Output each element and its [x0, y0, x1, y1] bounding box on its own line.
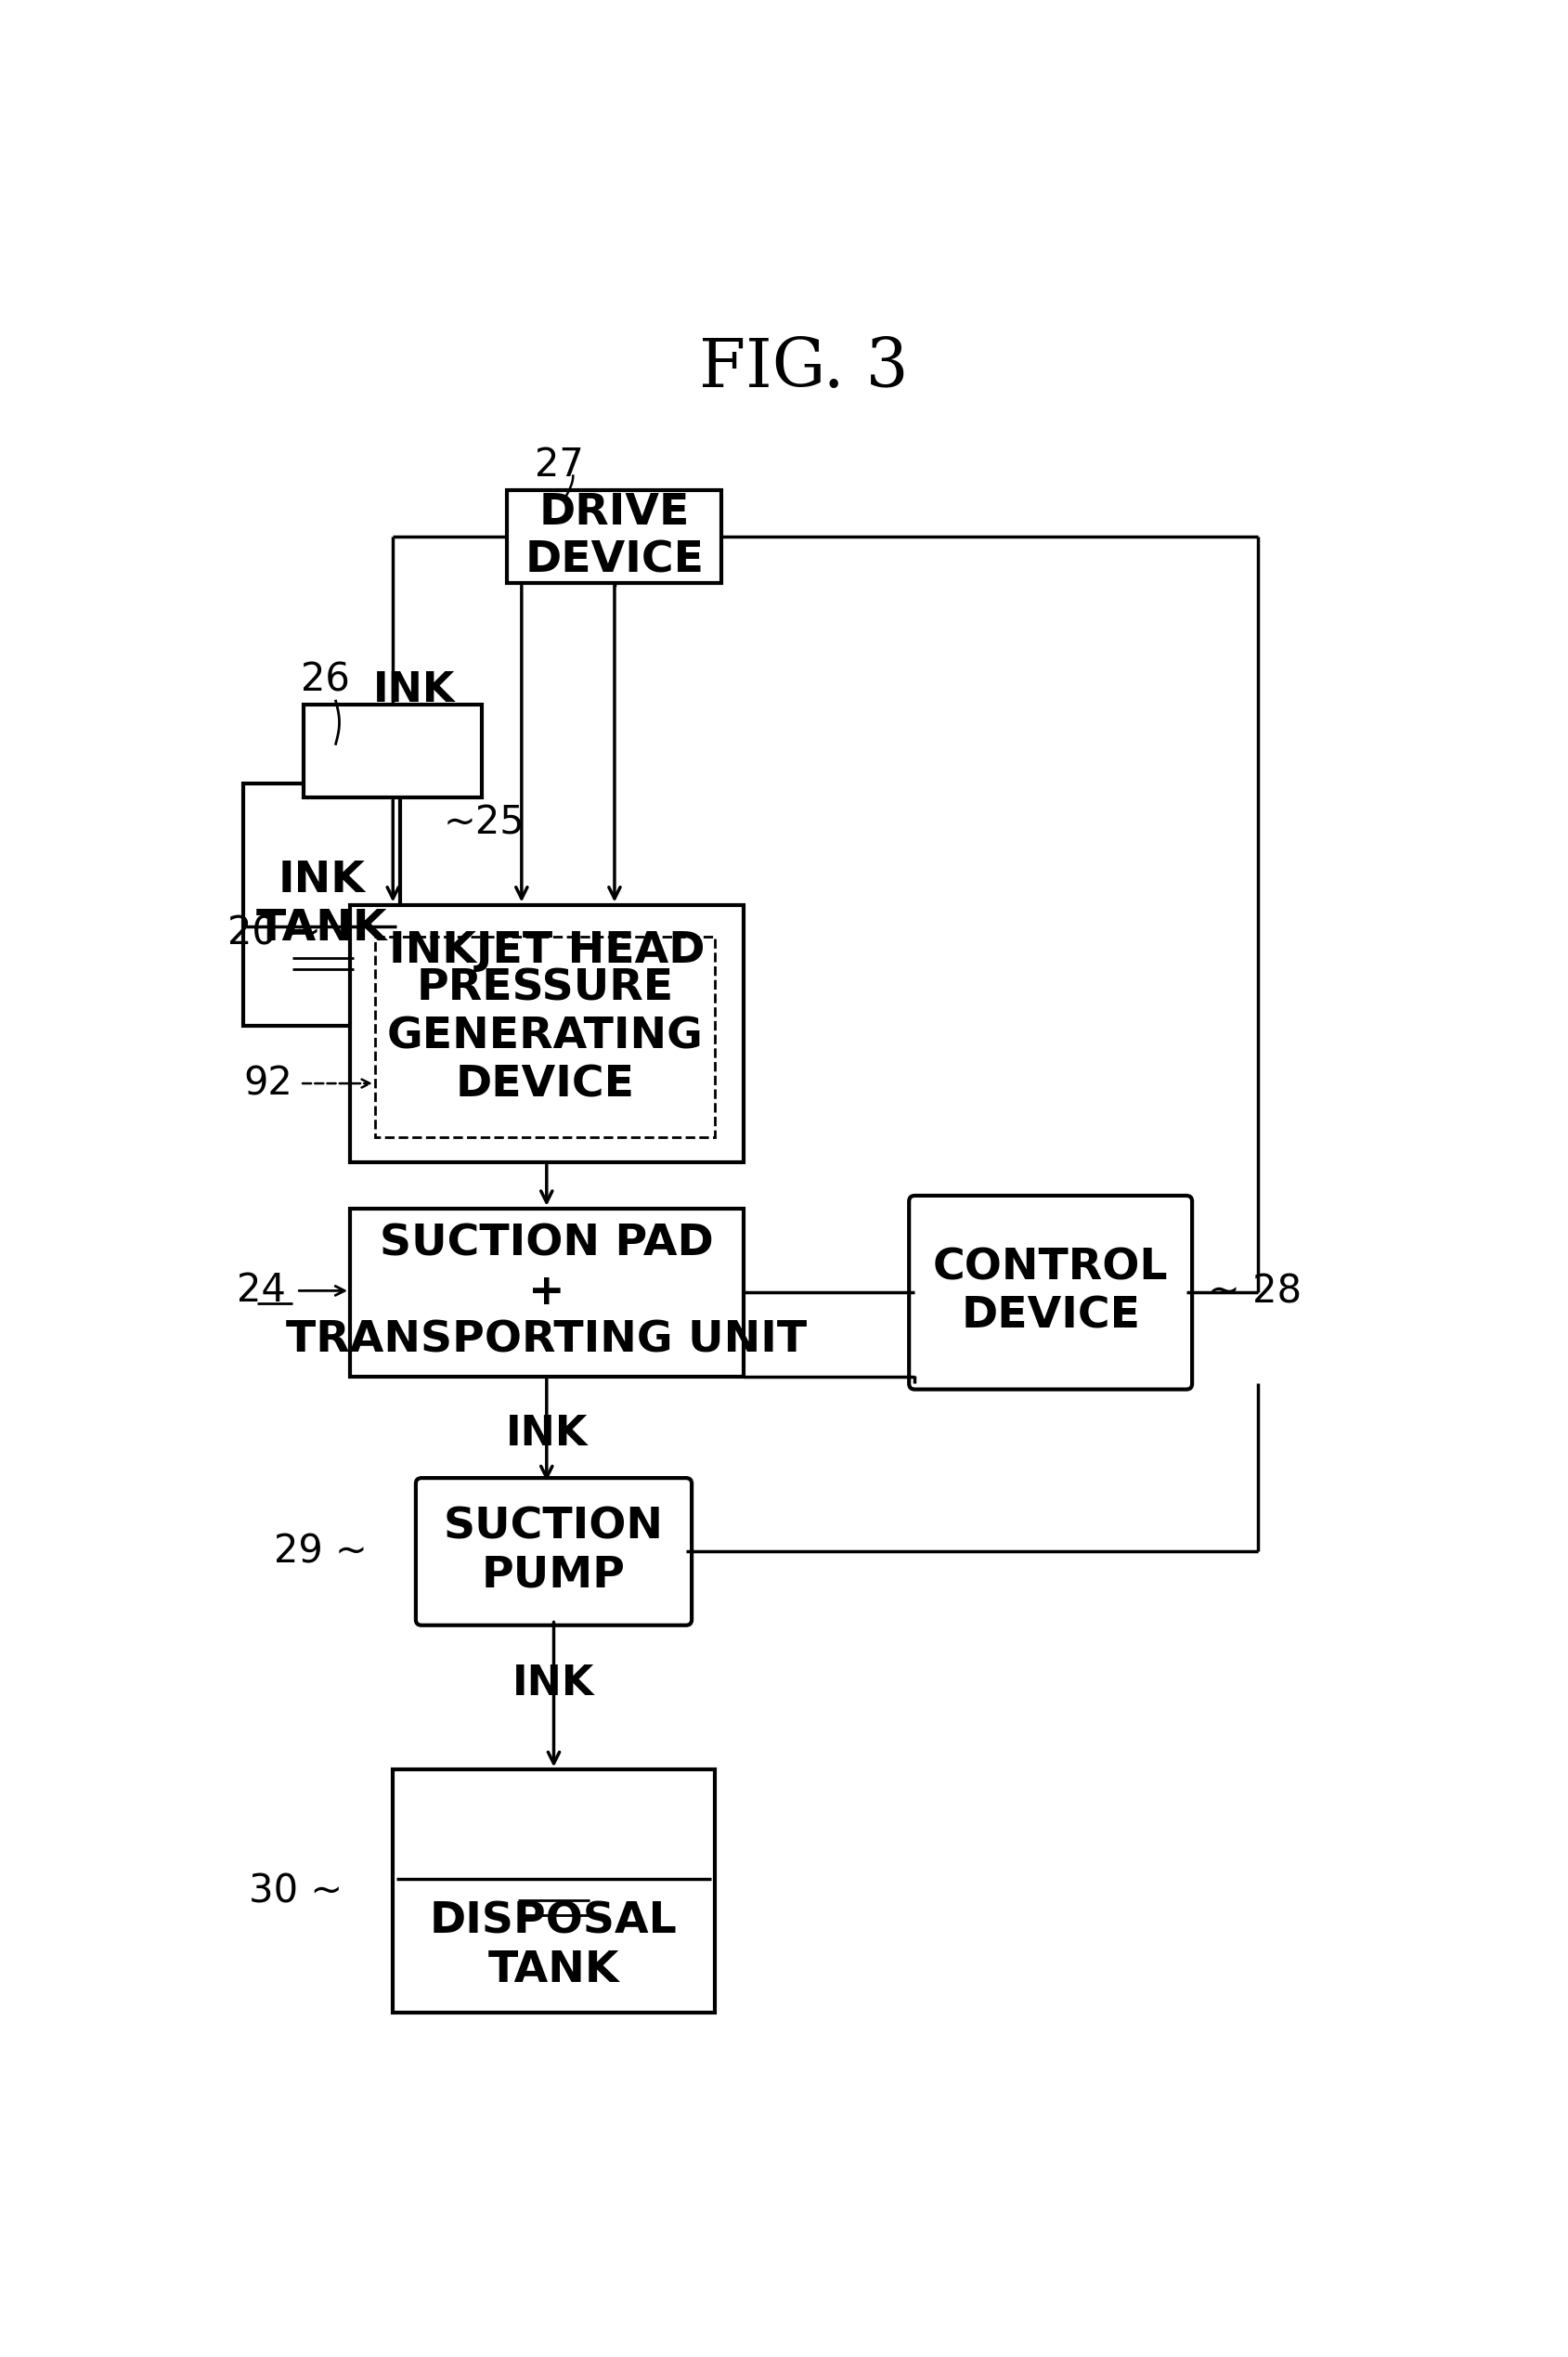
Text: 26: 26 — [301, 660, 350, 700]
FancyBboxPatch shape — [350, 1209, 743, 1376]
Text: INK
TANK: INK TANK — [256, 860, 387, 950]
FancyBboxPatch shape — [416, 1478, 691, 1626]
Text: INK: INK — [373, 669, 455, 709]
Text: INK: INK — [513, 1664, 594, 1704]
Text: 24: 24 — [237, 1270, 285, 1310]
FancyBboxPatch shape — [304, 705, 483, 797]
Text: 20 ~: 20 ~ — [227, 915, 321, 952]
Text: CONTROL
DEVICE: CONTROL DEVICE — [933, 1247, 1168, 1336]
Text: SUCTION PAD
+
TRANSPORTING UNIT: SUCTION PAD + TRANSPORTING UNIT — [285, 1223, 808, 1362]
Text: INK: INK — [505, 1414, 588, 1454]
Text: 29 ~: 29 ~ — [274, 1532, 368, 1572]
Text: 27: 27 — [535, 445, 583, 486]
Text: SUCTION
PUMP: SUCTION PUMP — [444, 1506, 663, 1596]
FancyBboxPatch shape — [375, 936, 715, 1136]
Text: 30 ~: 30 ~ — [249, 1871, 343, 1912]
Text: ~25: ~25 — [444, 804, 524, 841]
Text: ~ 28: ~ 28 — [1207, 1273, 1301, 1310]
Text: FIG. 3: FIG. 3 — [699, 337, 908, 401]
Text: PRESSURE
GENERATING
DEVICE: PRESSURE GENERATING DEVICE — [387, 969, 702, 1105]
Text: DRIVE
DEVICE: DRIVE DEVICE — [525, 493, 704, 582]
FancyBboxPatch shape — [350, 905, 743, 1162]
FancyBboxPatch shape — [243, 783, 400, 1025]
FancyBboxPatch shape — [508, 490, 721, 582]
Text: 92: 92 — [245, 1063, 293, 1103]
FancyBboxPatch shape — [909, 1195, 1192, 1388]
Text: INKJET HEAD: INKJET HEAD — [389, 929, 704, 971]
FancyBboxPatch shape — [394, 1770, 715, 2013]
Text: DISPOSAL
TANK: DISPOSAL TANK — [430, 1900, 677, 1992]
